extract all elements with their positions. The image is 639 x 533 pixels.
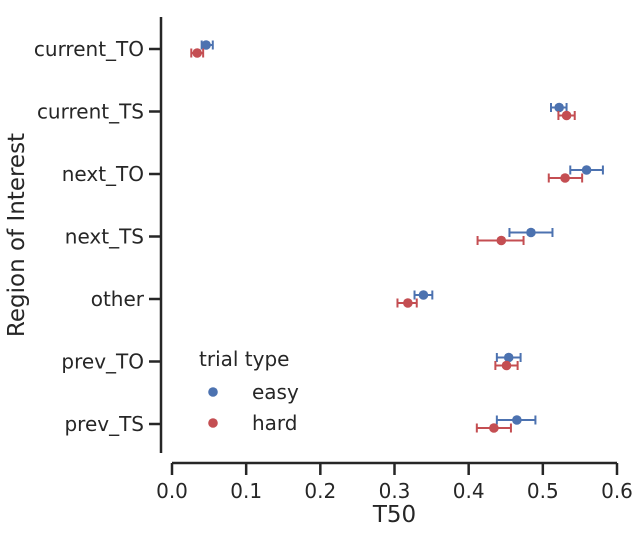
legend-label-easy: easy <box>252 380 299 404</box>
legend: trial type easy hard <box>199 347 299 435</box>
x-axis-title: T50 <box>372 502 416 528</box>
point-hard <box>561 110 572 121</box>
point-easy <box>554 102 564 113</box>
y-tick-label: next_TS <box>65 225 144 249</box>
y-tick-label: current_TO <box>34 37 144 61</box>
y-tick-label: current_TS <box>37 100 144 124</box>
chart-marks <box>190 40 604 433</box>
point-easy <box>581 165 592 175</box>
legend-marker-easy <box>208 387 218 397</box>
legend-label-hard: hard <box>252 411 298 435</box>
point-hard <box>489 423 499 433</box>
point-easy <box>201 40 211 50</box>
x-tick-label: 0.6 <box>601 479 633 503</box>
y-tick-label: prev_TS <box>64 412 144 436</box>
point-easy <box>503 352 514 363</box>
y-tick-label: next_TO <box>62 162 144 186</box>
point-hard <box>496 235 507 246</box>
y-tick-label: other <box>91 287 145 311</box>
point-hard <box>192 48 203 58</box>
x-tick-label: 0.1 <box>230 479 262 503</box>
y-tick-label: prev_TO <box>61 350 144 374</box>
y-axis-title: Region of Interest <box>4 133 30 337</box>
point-hard <box>560 173 570 183</box>
point-easy <box>418 290 429 300</box>
point-hard <box>501 360 512 371</box>
point-easy <box>526 227 536 238</box>
legend-marker-hard <box>208 418 218 428</box>
x-tick-label: 0.0 <box>156 479 188 503</box>
x-tick-label: 0.4 <box>453 479 485 503</box>
point-hard <box>403 298 413 308</box>
x-tick-label: 0.5 <box>527 479 559 503</box>
x-tick-label: 0.2 <box>304 479 336 503</box>
point-easy <box>512 415 522 425</box>
x-tick-label: 0.3 <box>379 479 411 503</box>
legend-title: trial type <box>199 347 289 371</box>
